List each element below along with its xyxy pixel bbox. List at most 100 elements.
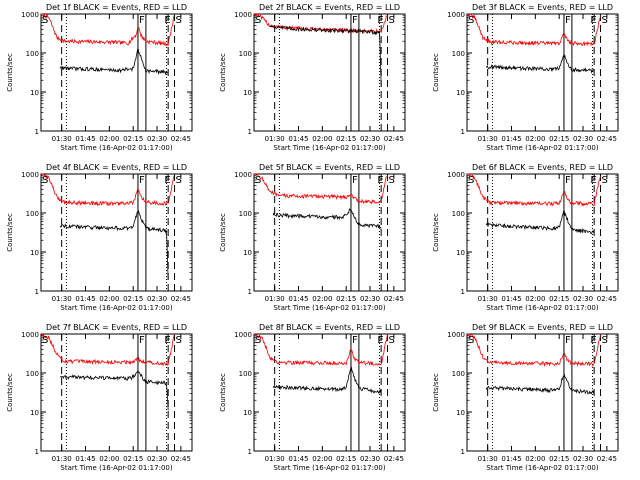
detector-chart: Det 8f BLACK = Events, RED = LLD 1 10 100 10…: [219, 323, 406, 472]
y-tick-label: 1: [248, 448, 252, 456]
phase-marker-label: S: [42, 175, 48, 186]
x-tick-label: 02:45: [597, 135, 617, 143]
y-tick-label: 1000: [234, 11, 252, 19]
x-tick-label: 02:00: [312, 455, 332, 463]
x-tick-label: 02:15: [123, 135, 143, 143]
y-tick-label: 10: [456, 249, 465, 257]
y-axis-label: Counts/sec: [219, 213, 227, 252]
x-tick-label: 02:45: [597, 295, 617, 303]
lld-series-line: [40, 12, 175, 47]
x-tick-label: 01:45: [288, 135, 308, 143]
lld-series-line: [466, 333, 601, 368]
phase-marker-label: F: [139, 175, 145, 186]
y-tick-label: 1000: [234, 331, 252, 339]
chart-title: Det 4f BLACK = Events, RED = LLD: [46, 163, 187, 172]
y-tick-label: 10: [30, 249, 39, 257]
x-axis-label: Start Time (16-Apr-02 01:17:00): [273, 304, 385, 312]
phase-marker-label: S: [602, 175, 608, 186]
phase-marker-label: E: [164, 15, 170, 26]
x-axis-label: Start Time (16-Apr-02 01:17:00): [273, 464, 385, 472]
x-tick-label: 01:45: [288, 295, 308, 303]
x-tick-label: 02:00: [99, 135, 119, 143]
x-axis-label: Start Time (16-Apr-02 01:17:00): [60, 464, 172, 472]
y-tick-label: 1: [461, 128, 465, 136]
phase-marker-label: E: [377, 335, 383, 346]
events-series-line: [272, 208, 382, 229]
x-tick-label: 01:45: [501, 135, 521, 143]
y-tick-label: 1000: [21, 171, 39, 179]
x-axis-label: Start Time (16-Apr-02 01:17:00): [273, 144, 385, 152]
detector-chart: Det 7f BLACK = Events, RED = LLD 1 10 100 10…: [6, 323, 193, 472]
y-tick-label: 1: [461, 448, 465, 456]
detector-panel: Det 6f BLACK = Events, RED = LLD 1 10 100 10…: [426, 160, 639, 320]
phase-marker-label: E: [164, 335, 170, 346]
lld-series-line: [253, 333, 388, 366]
y-axis-label: Counts/sec: [432, 373, 440, 412]
y-tick-label: 100: [26, 50, 39, 58]
x-tick-label: 01:30: [52, 455, 72, 463]
x-tick-label: 02:30: [573, 295, 593, 303]
phase-marker-label: S: [176, 335, 182, 346]
detector-chart: Det 5f BLACK = Events, RED = LLD 1 10 100 10…: [219, 163, 406, 312]
detector-panel: Det 4f BLACK = Events, RED = LLD 1 10 100 10…: [0, 160, 213, 320]
x-tick-label: 02:15: [336, 455, 356, 463]
x-tick-label: 02:45: [597, 455, 617, 463]
y-axis-label: Counts/sec: [219, 373, 227, 412]
x-tick-label: 02:15: [336, 295, 356, 303]
plot-frame: [253, 13, 406, 132]
x-axis-label: Start Time (16-Apr-02 01:17:00): [60, 304, 172, 312]
detector-chart: Det 2f BLACK = Events, RED = LLD 1 10 100 10…: [219, 3, 406, 152]
phase-marker-label: F: [139, 15, 145, 26]
phase-marker-label: S: [389, 335, 395, 346]
y-tick-label: 1: [35, 128, 39, 136]
x-tick-label: 02:45: [384, 455, 404, 463]
chart-title: Det 8f BLACK = Events, RED = LLD: [259, 323, 400, 332]
y-tick-label: 100: [239, 370, 252, 378]
y-tick-label: 100: [26, 210, 39, 218]
phase-marker-label: S: [42, 335, 48, 346]
phase-marker-label: E: [590, 15, 596, 26]
x-tick-label: 02:30: [147, 455, 167, 463]
lld-series-line: [466, 13, 601, 47]
chart-title: Det 1f BLACK = Events, RED = LLD: [46, 3, 187, 12]
phase-marker-label: S: [389, 15, 395, 26]
x-tick-label: 02:30: [147, 135, 167, 143]
chart-title: Det 2f BLACK = Events, RED = LLD: [259, 3, 400, 12]
phase-marker-label: F: [565, 15, 571, 26]
y-tick-label: 1: [35, 448, 39, 456]
x-tick-label: 02:00: [99, 295, 119, 303]
y-tick-label: 100: [452, 50, 465, 58]
events-series-line: [485, 373, 595, 395]
x-tick-label: 01:30: [478, 455, 498, 463]
plot-frame: [40, 333, 193, 452]
x-tick-label: 02:15: [123, 295, 143, 303]
x-tick-label: 01:45: [75, 455, 95, 463]
y-tick-label: 10: [243, 89, 252, 97]
detector-chart: Det 6f BLACK = Events, RED = LLD 1 10 100 10…: [432, 163, 619, 312]
x-tick-label: 02:30: [360, 135, 380, 143]
y-axis-label: Counts/sec: [432, 53, 440, 92]
detector-panel: Det 3f BLACK = Events, RED = LLD 1 10 100 10…: [426, 0, 639, 160]
phase-marker-label: S: [255, 335, 261, 346]
y-tick-label: 1: [461, 288, 465, 296]
x-tick-label: 01:30: [52, 135, 72, 143]
x-axis-label: Start Time (16-Apr-02 01:17:00): [486, 464, 598, 472]
chart-title: Det 9f BLACK = Events, RED = LLD: [472, 323, 613, 332]
y-tick-label: 1: [35, 288, 39, 296]
phase-marker-label: F: [139, 335, 145, 346]
phase-marker-label: S: [42, 15, 48, 26]
events-series-line: [59, 209, 169, 280]
phase-marker-label: S: [255, 175, 261, 186]
x-tick-label: 01:30: [478, 295, 498, 303]
phase-marker-label: S: [602, 335, 608, 346]
y-tick-label: 100: [26, 370, 39, 378]
x-tick-label: 02:15: [549, 455, 569, 463]
phase-marker-label: E: [377, 15, 383, 26]
phase-marker-label: E: [164, 175, 170, 186]
x-tick-label: 01:45: [75, 295, 95, 303]
detector-chart: Det 9f BLACK = Events, RED = LLD 1 10 100 10…: [432, 323, 619, 472]
x-tick-label: 02:30: [147, 295, 167, 303]
phase-marker-label: E: [377, 175, 383, 186]
x-tick-label: 02:30: [573, 455, 593, 463]
x-tick-label: 01:30: [265, 455, 285, 463]
